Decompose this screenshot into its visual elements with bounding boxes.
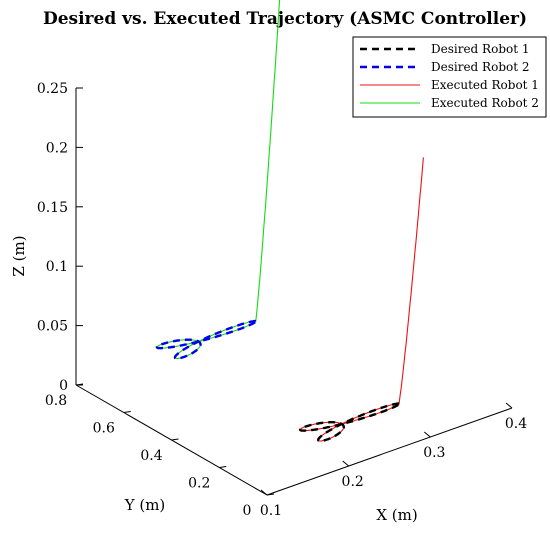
y-tick-label: 0	[243, 503, 252, 519]
x-tick-label: 0.3	[423, 445, 445, 461]
y-tick-mark	[123, 411, 131, 413]
y-tick-label: 0.2	[188, 476, 210, 492]
z-tick-label: 0.15	[37, 200, 68, 216]
x-axis-label: X (m)	[376, 506, 417, 524]
x-tick-mark	[342, 460, 349, 467]
z-axis-label: Z (m)	[10, 235, 28, 276]
z-tick-label: 0.05	[37, 319, 68, 335]
x-tick-mark	[505, 402, 513, 409]
x-tick-mark	[424, 431, 431, 438]
legend: Desired Robot 1 Desired Robot 2 Executed R…	[352, 36, 547, 118]
y-axis-label: Y (m)	[124, 496, 166, 514]
x-tick-label: 0.4	[505, 416, 527, 432]
series-line-executed-robot-2	[156, 0, 281, 360]
chart-title: Desired vs. Executed Trajectory (ASMC Co…	[43, 9, 527, 29]
y-tick-label: 0.6	[93, 421, 115, 437]
series-line-executed-robot-1	[299, 157, 424, 442]
x-tick-label: 0.1	[260, 503, 282, 519]
plot-area	[155, 0, 424, 443]
y-tick-mark	[171, 438, 179, 441]
y-tick-label: 0.8	[45, 393, 67, 409]
legend-entry: Executed Robot 2	[431, 96, 539, 110]
series-line-desired-robot-1	[298, 402, 401, 443]
x-tick-label: 0.2	[342, 474, 364, 490]
axes-group: 0.10.20.30.400.20.40.60.800.050.10.150.2…	[10, 81, 527, 524]
z-tick-label: 0.2	[46, 140, 68, 156]
z-tick-label: 0.25	[37, 81, 68, 97]
y-tick-mark	[219, 466, 227, 468]
z-tick-label: 0.1	[46, 259, 68, 275]
legend-entry: Desired Robot 2	[431, 60, 530, 74]
y-tick-mark	[266, 493, 275, 496]
legend-entry: Executed Robot 1	[431, 78, 539, 92]
legend-box	[352, 36, 547, 118]
x-axis-line	[266, 407, 513, 496]
z-tick-label: 0	[59, 378, 68, 394]
legend-entry: Desired Robot 1	[431, 42, 530, 56]
x-tick-mark	[260, 489, 268, 496]
series-line-desired-robot-2	[155, 319, 257, 360]
y-tick-label: 0.4	[140, 448, 162, 464]
